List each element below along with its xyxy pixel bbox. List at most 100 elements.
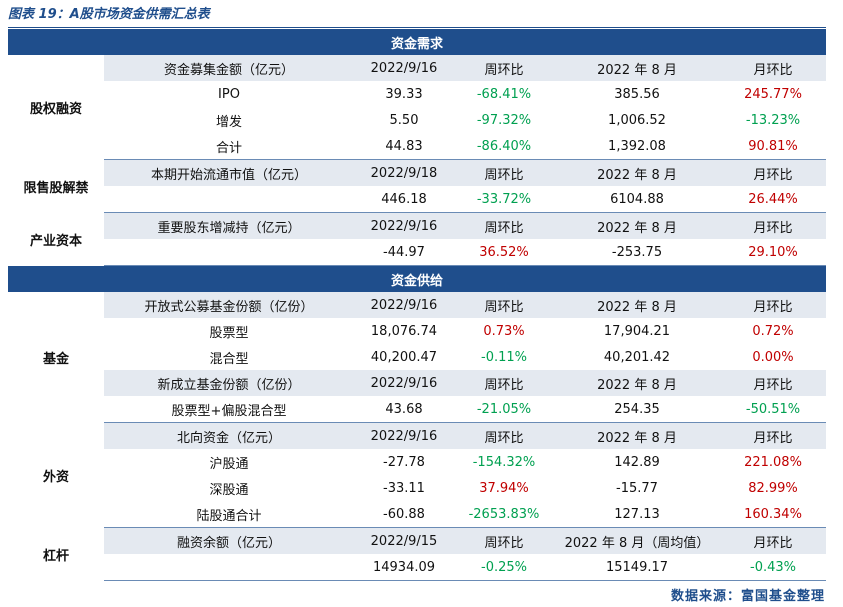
header-cell-weekly-change: 周环比	[454, 159, 554, 186]
table-caption: 图表 19：A股市场资金供需汇总表	[8, 3, 826, 28]
cell-weekly-change: -97.32%	[476, 112, 532, 128]
header-cell-monthly-change: 月环比	[720, 422, 827, 449]
cell-weekly-change: 37.94%	[479, 480, 529, 496]
funds-supply-demand-table: 资金需求 股权融资 资金募集金额（亿元） 2022/9/16 周环比 2022 年 8 月…	[8, 29, 827, 581]
header-cell-item: 本期开始流通市值（亿元）	[104, 159, 354, 186]
cell-item: 合计	[104, 133, 354, 160]
table-row: 股票型 18,076.74 0.73% 17,904.21 0.72%	[8, 318, 826, 344]
table-subheader-row: 外资 北向资金（亿元） 2022/9/16 周环比 2022 年 8 月月环比	[8, 422, 827, 528]
cell-month-value: 1,392.08	[554, 133, 720, 160]
table-row: 股票型+偏股混合型 43.68 -21.05% 254.35 -50.51%	[8, 396, 827, 423]
header-cell-monthly-change: 月环比	[720, 527, 827, 554]
header-cell-month-value: 2022 年 8 月	[554, 370, 720, 396]
cell-monthly-change: 26.44%	[720, 186, 827, 213]
section-header: 资金供给	[8, 265, 827, 292]
cell-item: 陆股通合计	[104, 501, 354, 528]
cell-date-value: 5.50	[389, 112, 419, 128]
cell-weekly-change: -0.25%	[454, 554, 554, 581]
table-row: -44.97 36.52% -253.75 29.10%	[8, 239, 827, 266]
cell-weekly-change: -0.11%	[481, 349, 527, 365]
table-subheader-row: 产业资本 重要股东增减持（亿元） 2022/9/16 周环比 2022 年 8 月月环比	[8, 212, 827, 266]
table-row: 14934.09 -0.25% 15149.17 -0.43%	[8, 554, 827, 581]
cell-item: 混合型	[209, 351, 249, 367]
cell-weekly-change: -68.41%	[476, 86, 532, 102]
cell-month-value: 15149.17	[554, 554, 720, 581]
section-title: 资金供给	[8, 265, 827, 292]
table-row: IPO 39.33 -68.41% 385.56 245.77%	[8, 81, 826, 107]
cell-month-value: 254.35	[554, 396, 720, 423]
cell-monthly-change: 160.34%	[720, 501, 827, 528]
header-cell-monthly-change: 月环比	[720, 292, 827, 318]
header-cell-item: 新成立基金份额（亿份）	[104, 370, 354, 396]
cell-weekly-change: -2653.83%	[454, 501, 554, 528]
header-cell-date-value: 2022/9/18	[354, 159, 454, 186]
cell-weekly-change: -154.32%	[472, 454, 536, 470]
cell-monthly-change: 0.72%	[752, 323, 794, 339]
header-cell-item: 重要股东增减持（亿元）	[104, 212, 354, 239]
cell-item	[104, 554, 354, 581]
cell-monthly-change: 0.00%	[752, 349, 794, 365]
cell-month-value: 142.89	[614, 454, 660, 470]
header-cell-weekly-change: 周环比	[454, 55, 554, 81]
header-cell-weekly-change: 周环比	[454, 212, 554, 239]
table-subheader-row: 基金 开放式公募基金份额（亿份） 2022/9/16 周环比 2022 年 8 月月环比	[8, 292, 827, 423]
cell-month-value: 40,201.42	[603, 349, 671, 365]
cell-item: IPO	[218, 86, 240, 102]
section-header: 资金需求	[8, 29, 827, 55]
cell-date-value: -60.88	[354, 501, 454, 528]
header-cell-item: 开放式公募基金份额（亿份）	[104, 292, 354, 318]
header-cell-monthly-change: 月环比	[720, 212, 827, 239]
cell-date-value: 39.33	[385, 86, 423, 102]
category-label: 产业资本	[8, 212, 104, 266]
table-row: 沪股通 -27.78 -154.32% 142.89 221.08%	[8, 449, 826, 475]
category-label: 基金	[8, 292, 104, 423]
header-cell-date-value: 2022/9/15	[354, 527, 454, 554]
cell-monthly-change: 82.99%	[748, 480, 798, 496]
cell-date-value: 43.68	[354, 396, 454, 423]
cell-item: 沪股通	[209, 456, 249, 472]
cell-monthly-change: 29.10%	[720, 239, 827, 266]
cell-month-value: 127.13	[554, 501, 720, 528]
header-cell-monthly-change: 月环比	[720, 55, 827, 81]
header-cell-item: 北向资金（亿元）	[104, 422, 354, 449]
table-row: 混合型 40,200.47 -0.11% 40,201.42 0.00%	[8, 344, 826, 370]
table-subheader-row: 杠杆 融资余额（亿元） 2022/9/15 周环比 2022 年 8 月（周均值） 月环比	[8, 527, 827, 581]
category-label: 限售股解禁	[8, 159, 104, 213]
cell-month-value: 6104.88	[554, 186, 720, 213]
header-cell-weekly-change: 周环比	[454, 370, 554, 396]
cell-date-value: -44.97	[354, 239, 454, 266]
cell-month-value: -15.77	[616, 480, 658, 496]
header-cell-weekly-change: 周环比	[454, 527, 554, 554]
header-cell-date-value: 2022/9/16	[354, 212, 454, 239]
cell-monthly-change: -13.23%	[745, 112, 801, 128]
table-row: 深股通 -33.11 37.94% -15.77 82.99%	[8, 475, 826, 501]
source-note: 数据来源：富国基金整理	[670, 589, 825, 604]
cell-item	[104, 186, 354, 213]
cell-date-value: 446.18	[354, 186, 454, 213]
cell-monthly-change: 245.77%	[744, 86, 802, 102]
cell-date-value: 44.83	[354, 133, 454, 160]
cell-weekly-change: 0.73%	[483, 323, 525, 339]
cell-monthly-change: -0.43%	[720, 554, 827, 581]
cell-item: 股票型	[209, 325, 249, 341]
table-row: 增发 5.50 -97.32% 1,006.52 -13.23%	[8, 107, 826, 133]
cell-monthly-change: -50.51%	[720, 396, 827, 423]
header-cell-monthly-change: 月环比	[720, 370, 827, 396]
header-cell-item: 融资余额（亿元）	[104, 527, 354, 554]
table-row: 陆股通合计 -60.88 -2653.83% 127.13 160.34%	[8, 501, 827, 528]
cell-date-value: 14934.09	[354, 554, 454, 581]
cell-date-value: 40,200.47	[370, 349, 438, 365]
cell-item	[104, 239, 354, 266]
table-subheader-row: 股权融资 资金募集金额（亿元） 2022/9/16 周环比 2022 年 8 月月环比	[8, 55, 827, 160]
cell-monthly-change: 221.08%	[744, 454, 802, 470]
header-cell-date-value: 2022/9/16	[354, 55, 454, 81]
header-cell-month-value: 2022 年 8 月	[554, 292, 720, 318]
table-row: 合计 44.83 -86.40% 1,392.08 90.81%	[8, 133, 827, 160]
category-label: 杠杆	[8, 527, 104, 581]
cell-month-value: 385.56	[614, 86, 660, 102]
category-label: 外资	[8, 422, 104, 528]
header-cell-month-value: 2022 年 8 月	[554, 55, 720, 81]
cell-item: 深股通	[209, 482, 249, 498]
header-cell-weekly-change: 周环比	[454, 422, 554, 449]
header-cell-weekly-change: 周环比	[454, 292, 554, 318]
